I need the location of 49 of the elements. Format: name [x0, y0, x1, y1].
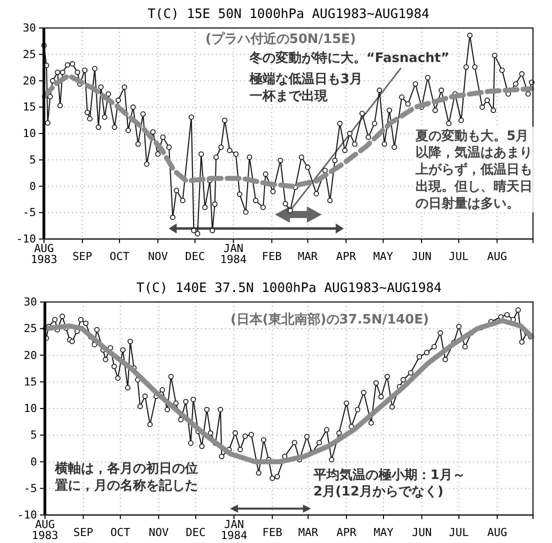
x-tick-label: APR: [336, 250, 356, 263]
y-tick-label: 25: [24, 322, 37, 336]
x-tick-label: AUG: [487, 250, 508, 263]
x-tick-label: MAY: [374, 526, 394, 539]
x-tick-label: APR: [336, 526, 357, 539]
x-tick-label: DEC: [186, 526, 206, 539]
y-tick-label: 30: [22, 22, 36, 35]
x-tick-label: AUG: [487, 526, 508, 539]
x-tick-label: JUL: [448, 526, 470, 539]
x-tick-label: NOV: [148, 250, 168, 263]
annotation: 横軸は，各月の初日の位置に，月の名称を記した: [54, 460, 198, 494]
annotation: 極端な低温日も3月一杯まで出現: [248, 72, 362, 104]
chart-title: T(C) 140E 37.5N 1000hPa AUG1983~AUG1984: [136, 281, 442, 296]
y-tick-label: 5: [30, 428, 37, 442]
y-tick-label: 10: [22, 127, 36, 140]
annotation: (日本(東北南部)の37.5N/140E): [230, 311, 429, 328]
x-tick-label: JUN: [412, 250, 432, 263]
x-tick-label: FEB: [262, 526, 283, 539]
annotation: 冬の変動が特に大。“Fasnacht”: [248, 50, 450, 66]
x-tick-label: OCT: [110, 526, 131, 539]
y-tick-label: 5: [29, 153, 36, 166]
x-tick-label: OCT: [110, 250, 130, 263]
x-tick-label: FEB: [262, 250, 282, 263]
y-tick-label: 20: [22, 74, 36, 88]
y-tick-label: 0: [30, 455, 37, 468]
x-tick-label: NOV: [148, 526, 169, 539]
y-tick-label: 0: [29, 180, 36, 193]
y-tick-label: -5: [22, 206, 36, 220]
y-tick-label: 25: [22, 48, 36, 61]
x-tick-label: JUL: [448, 250, 470, 263]
y-tick-label: 20: [24, 348, 37, 362]
annotation: 平均気温の極小期：1月～2月(12月からでなく): [312, 468, 466, 500]
y-tick-label: -5: [24, 482, 37, 495]
x-tick-label: MAR: [298, 526, 318, 539]
y-tick-label: 15: [22, 100, 36, 114]
x-tick-label: JUN: [412, 526, 432, 539]
x-tick-label: JAN 1984: [220, 242, 248, 266]
x-tick-label: SEP: [72, 250, 93, 263]
x-tick-label: SEP: [73, 526, 94, 539]
annotation: (プラハ付近の50N/15E): [205, 30, 356, 47]
x-tick-label: JAN 1984: [220, 518, 248, 542]
y-tick-label: 30: [24, 296, 37, 309]
x-tick-label: DEC: [185, 250, 205, 263]
x-tick-label: MAY: [373, 250, 394, 263]
y-tick-label: 15: [24, 375, 37, 388]
annotation: 夏の変動も大。5月以降，気温はあまり上がらず，低温日も出現。但し、晴天日の日射量は多い。: [414, 128, 533, 212]
x-tick-label: MAR: [298, 250, 318, 263]
chart-title: T(C) 15E 50N 1000hPa AUG1983~AUG1984: [148, 7, 430, 22]
y-tick-label: 10: [24, 402, 37, 416]
